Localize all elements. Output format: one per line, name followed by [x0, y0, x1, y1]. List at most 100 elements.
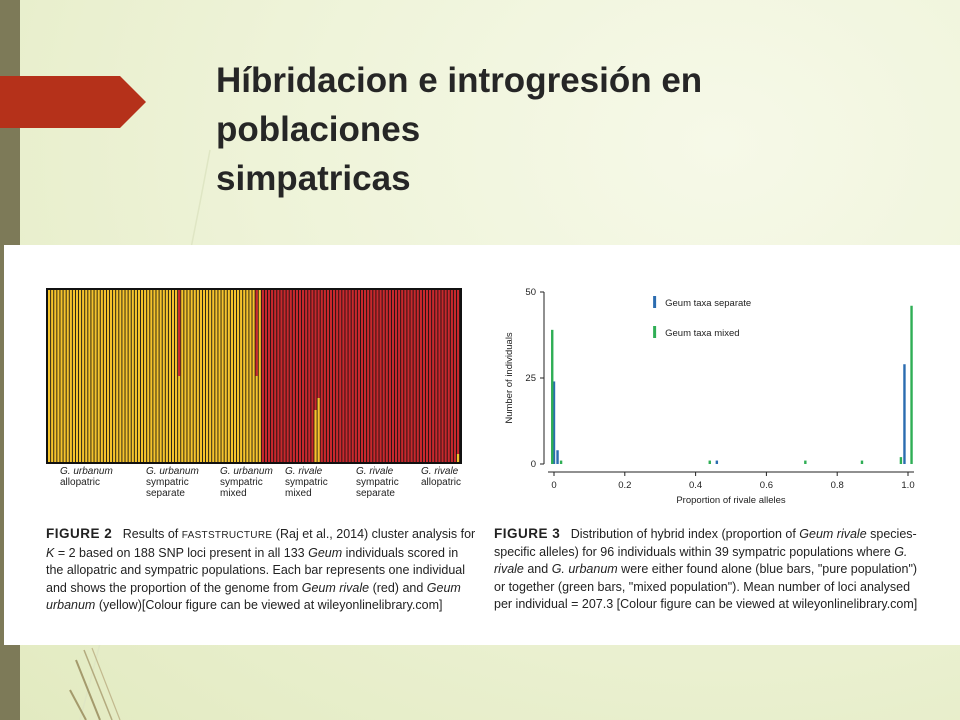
individual-bar [277, 290, 280, 462]
caption-text: species-specific alleles) for 96 individ… [494, 527, 917, 559]
individual-bar [224, 290, 227, 462]
individual-bar [407, 290, 410, 462]
group-species: G. urbanum [220, 466, 273, 477]
group-desc: mixed [285, 488, 312, 499]
individual-bar [122, 290, 125, 462]
individual-bar [134, 290, 137, 462]
individual-bar [332, 290, 336, 462]
caption-italic: Geum [308, 545, 343, 560]
bar-mixed [551, 329, 554, 464]
individual-bar [261, 290, 264, 462]
admixed-bar-segment [178, 290, 181, 376]
individual-bar [311, 290, 314, 462]
individual-bar [137, 290, 141, 462]
bar-mixed [804, 460, 807, 464]
y-axis-label: Number of individuals [504, 332, 515, 424]
individual-bar [125, 290, 128, 462]
caption-italic: G. urbanum [551, 562, 618, 577]
individual-bar [144, 290, 147, 462]
figure3-caption: FIGURE 3 Distribution of hybrid index (p… [494, 525, 926, 614]
group-desc: sympatric [146, 477, 189, 488]
individual-bar [292, 290, 295, 462]
individual-bar [453, 290, 457, 462]
admixed-bar-segment [456, 454, 460, 462]
group-species: G. urbanum [146, 466, 199, 477]
individual-bar [209, 290, 212, 462]
individual-bar [373, 290, 376, 462]
individual-bar [221, 290, 224, 462]
figure2-caption: FIGURE 2 Results of FASTSTRUCTURE (Raj e… [46, 525, 476, 615]
individual-bar [240, 290, 243, 462]
caption-text: = 2 based on 188 SNP loci present in all… [54, 545, 309, 560]
x-tick-label: 0.6 [760, 480, 773, 491]
individual-bar [171, 290, 175, 462]
bar-mixed [708, 460, 711, 464]
individual-bar [69, 290, 72, 462]
individual-bar [258, 290, 261, 462]
individual-bar [410, 290, 413, 462]
individual-bar [444, 290, 447, 462]
group-desc: allopatric [421, 477, 462, 488]
x-tick-label: 0.4 [689, 480, 702, 491]
individual-bar [394, 290, 398, 462]
individual-bar [230, 290, 233, 462]
legend-entry-mixed: Geum taxa mixed [665, 328, 739, 339]
hybrid-index-histogram: Number of individuals Proportion of riva… [504, 287, 915, 506]
individual-bar [181, 290, 184, 462]
individual-bar [215, 290, 218, 462]
caption-text: Results of [122, 527, 182, 541]
admixed-bar-segment [317, 398, 320, 462]
individual-bar [447, 290, 450, 462]
caption-text: were either found alone (blue bars, "pur… [494, 562, 918, 612]
individual-bar [165, 290, 168, 462]
group-desc: sympatric [220, 477, 263, 488]
title-arrow-icon [0, 76, 146, 128]
x-tick-label: 0.2 [618, 480, 631, 491]
individual-bar [85, 290, 88, 462]
individual-bar [413, 290, 416, 462]
slide-title: Híbridacion e introgresión en poblacione… [216, 56, 916, 203]
individual-bar [295, 290, 299, 462]
individual-bar [243, 290, 246, 462]
individual-bar [298, 290, 302, 462]
individual-bar [329, 290, 333, 462]
individual-bar [106, 290, 110, 462]
individual-bar [75, 290, 79, 462]
individual-bar [370, 290, 373, 462]
individual-bar [404, 290, 407, 462]
bar-separate [715, 460, 719, 464]
structure-border [46, 288, 462, 464]
individual-bar [131, 290, 134, 462]
admixed-bar-segment [255, 290, 258, 376]
caption-text: (yellow)[Colour figure can be viewed at … [95, 598, 443, 613]
individual-bar [267, 290, 271, 462]
structure-plot [46, 288, 462, 464]
caption-text: (red) and [369, 580, 427, 595]
individual-bar [212, 290, 215, 462]
individual-bar [435, 290, 438, 462]
x-axis-label: Proportion of rivale alleles [676, 495, 786, 506]
bar-separate [556, 450, 559, 464]
caption-text: individuals scored in the allopatric and… [46, 545, 465, 595]
group-label: G. urbanum allopatric [60, 466, 113, 488]
bar-mixed [860, 460, 864, 464]
individual-bar [109, 290, 113, 462]
group-desc: separate [146, 488, 185, 499]
individual-bar [116, 290, 119, 462]
individual-bar [63, 290, 66, 462]
individual-bar [66, 290, 69, 462]
individual-bar [419, 290, 422, 462]
individual-bar [379, 290, 382, 462]
individual-bar [271, 290, 274, 462]
title-line-3: simpatricas [216, 159, 411, 198]
individual-bar [227, 290, 230, 462]
legend-swatch-mixed [653, 326, 657, 338]
individual-bar [391, 290, 395, 462]
individual-bar [150, 290, 153, 462]
individual-bar [51, 290, 54, 462]
individual-bar [199, 290, 203, 462]
caption-text: and [523, 562, 552, 577]
group-label: G. rivale sympatric separate [356, 466, 399, 499]
individual-bar [280, 290, 283, 462]
group-species: G. rivale [356, 466, 394, 477]
